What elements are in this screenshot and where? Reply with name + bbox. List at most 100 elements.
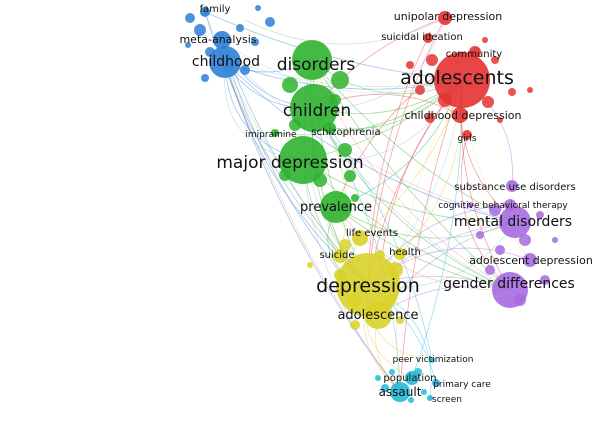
minor-node (282, 77, 298, 93)
minor-node (476, 231, 484, 239)
node-adolescents[interactable] (434, 52, 490, 108)
node-population[interactable] (405, 371, 419, 385)
label-layer: family meta-analysis childhood disorders chi… (179, 4, 592, 405)
edge-disorders-gender-differences (311, 59, 511, 291)
label-childhood-depression: childhood depression (404, 109, 521, 122)
minor-node (527, 87, 533, 93)
minor-node (185, 42, 191, 48)
edge-girls-gender-differences (460, 134, 511, 291)
minor-node (408, 397, 414, 403)
node-substance-use-disorders[interactable] (506, 180, 518, 192)
edge-suicidal-ideation-depression (367, 37, 429, 286)
node-childhood[interactable] (209, 46, 241, 78)
label-major-depression: major depression (216, 153, 363, 173)
edge-prevalence-mental-disorders (335, 206, 516, 239)
minor-node (201, 74, 209, 82)
label-adolescents: adolescents (400, 67, 514, 89)
node-layer (200, 7, 537, 402)
label-health: health (389, 247, 421, 258)
node-health[interactable] (394, 248, 406, 260)
minor-node (536, 211, 544, 219)
node-adolescence[interactable] (364, 301, 392, 329)
node-life-events[interactable] (352, 230, 368, 246)
node-suicide[interactable] (333, 249, 347, 263)
node-imipramine[interactable] (271, 129, 279, 137)
minor-node (495, 245, 505, 255)
label-prevalence: prevalence (300, 200, 372, 215)
label-adolescent-depression: adolescent depression (469, 254, 593, 267)
minor-node (381, 384, 389, 392)
minor-node (406, 61, 414, 69)
edge-adolescents-assault (399, 79, 463, 393)
node-prevalence[interactable] (320, 191, 352, 223)
minor-node (350, 320, 360, 330)
minor-node (375, 375, 381, 381)
edge-unipolar-depression-depression (367, 17, 446, 286)
label-community: community (446, 49, 502, 60)
minor-node (339, 239, 351, 251)
label-mental-disorders: mental disorders (454, 214, 572, 230)
node-girls[interactable] (462, 130, 472, 140)
node-schizophrenia[interactable] (324, 122, 336, 134)
background-link (313, 107, 511, 291)
minor-node (265, 17, 275, 27)
edge-prevalence-gender-differences (335, 206, 511, 291)
background-link (221, 39, 463, 94)
label-family: family (200, 4, 231, 15)
minor-node (194, 24, 206, 36)
label-cognitive-behavioral-therapy: cognitive behavioral therapy (438, 201, 568, 211)
minor-node (467, 202, 473, 208)
minor-node (482, 37, 488, 43)
minor-node (421, 389, 427, 395)
minor-node (344, 170, 356, 182)
minor-node (396, 316, 404, 324)
label-substance-use-disorders: substance use disorders (454, 182, 575, 193)
node-assault[interactable] (390, 382, 410, 402)
minor-node (251, 38, 259, 46)
minor-node (240, 65, 250, 75)
minor-node (485, 265, 495, 275)
label-disorders: disorders (277, 55, 356, 75)
edge-children-gender-differences (313, 107, 511, 291)
node-depression[interactable] (336, 253, 400, 317)
edge-childhood-mental-disorders (224, 61, 516, 223)
label-meta-analysis: meta-analysis (179, 33, 256, 46)
node-meta-analysis[interactable] (213, 31, 231, 49)
node-adolescent-depression[interactable] (523, 253, 537, 267)
label-imipramine: imipramine (245, 130, 297, 140)
node-gender-differences[interactable] (492, 272, 528, 308)
node-primary-care[interactable] (432, 379, 440, 387)
minor-node (351, 194, 359, 202)
node-family[interactable] (200, 7, 210, 17)
node-children[interactable] (290, 84, 338, 132)
label-primary-care: primary care (433, 380, 491, 390)
edge-peer-victimization-children (313, 107, 433, 361)
minor-node (497, 117, 503, 123)
node-disorders[interactable] (292, 40, 332, 80)
label-adolescence: adolescence (337, 308, 418, 323)
minor-node (519, 234, 531, 246)
label-children: children (283, 101, 351, 121)
node-suicidal-ideation[interactable] (423, 33, 433, 43)
background-link (335, 206, 511, 291)
node-childhood-depression[interactable] (452, 107, 468, 123)
label-childhood: childhood (192, 54, 260, 70)
node-screen[interactable] (427, 395, 433, 401)
minor-node (389, 369, 395, 375)
node-peer-victimization[interactable] (429, 357, 435, 363)
edge-major-depression-mental-disorders (302, 159, 516, 223)
label-girls: girls (457, 134, 476, 144)
label-suicide: suicide (319, 250, 354, 261)
background-link (302, 159, 401, 393)
node-mental-disorders[interactable] (499, 206, 531, 238)
node-unipolar-depression[interactable] (438, 11, 452, 25)
node-major-depression[interactable] (279, 136, 327, 184)
label-peer-victimization: peer victimization (393, 355, 474, 365)
label-unipolar-depression: unipolar depression (394, 10, 503, 23)
minor-node (255, 5, 261, 11)
background-link (244, 17, 446, 45)
label-screen: screen (432, 395, 462, 405)
minor-node (425, 113, 435, 123)
minor-node (540, 275, 550, 285)
minor-node (331, 71, 349, 89)
